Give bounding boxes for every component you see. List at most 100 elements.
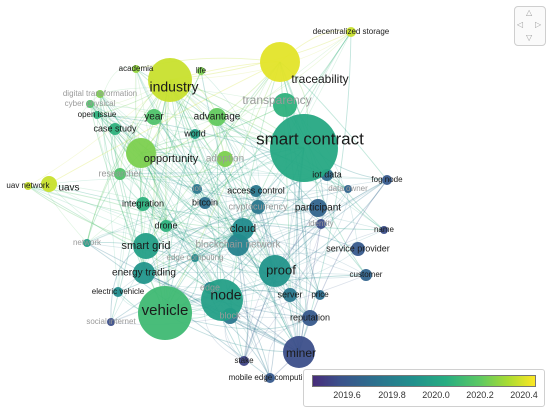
pan-up-icon[interactable]: △ (526, 8, 533, 17)
keyword-label[interactable]: world (183, 128, 206, 138)
keyword-node[interactable] (197, 67, 205, 75)
keyword-label[interactable]: name (374, 225, 395, 234)
pan-down-icon[interactable]: ▽ (526, 33, 533, 42)
keyword-label[interactable]: vehicle (142, 302, 189, 319)
keyword-label[interactable]: year (144, 112, 164, 123)
keyword-node[interactable] (146, 109, 162, 125)
keyword-node[interactable] (260, 42, 300, 82)
keyword-label[interactable]: decentralized storage (313, 27, 390, 36)
keyword-node[interactable] (283, 288, 297, 302)
keyword-label[interactable]: cryptocurrency (228, 201, 288, 211)
keyword-label[interactable]: fog node (371, 175, 403, 184)
keyword-label[interactable]: opportunity (144, 153, 199, 165)
keyword-node[interactable] (251, 200, 265, 214)
keyword-label[interactable]: drone (154, 220, 177, 230)
keyword-node[interactable] (283, 336, 315, 368)
keyword-node[interactable] (93, 111, 101, 119)
keyword-label[interactable]: reputation (290, 312, 330, 322)
keyword-node[interactable] (24, 182, 32, 190)
keyword-label[interactable]: researcher (98, 168, 141, 178)
keyword-node[interactable] (273, 93, 297, 117)
keyword-label[interactable]: service provider (326, 243, 390, 253)
keyword-node[interactable] (191, 254, 199, 262)
keyword-node[interactable] (208, 108, 226, 126)
keyword-node[interactable] (239, 356, 249, 366)
keyword-label[interactable]: smart contract (256, 129, 364, 148)
keyword-label[interactable]: uavs (58, 183, 79, 194)
keyword-node[interactable] (133, 262, 155, 284)
keyword-label[interactable]: smart grid (122, 240, 171, 252)
keyword-label[interactable]: iot data (312, 169, 342, 179)
pan-zoom-control[interactable]: △ ◁ ▷ ▽ (514, 6, 546, 46)
keyword-node[interactable] (83, 239, 91, 247)
keyword-label[interactable]: energy trading (112, 268, 176, 279)
keyword-node[interactable] (126, 138, 156, 168)
keyword-label[interactable]: node (210, 287, 241, 303)
keyword-node[interactable] (217, 151, 233, 167)
keyword-label[interactable]: electric vehicle (92, 287, 145, 296)
keyword-node[interactable] (270, 114, 338, 182)
keyword-node[interactable] (199, 197, 211, 209)
keyword-node[interactable] (107, 318, 115, 326)
keyword-node[interactable] (344, 185, 352, 193)
keyword-node[interactable] (259, 255, 291, 287)
keyword-node[interactable] (302, 310, 318, 326)
keyword-label[interactable]: iot (193, 184, 202, 193)
keyword-label[interactable]: transparency (242, 93, 311, 107)
keyword-label[interactable]: academia (119, 64, 154, 73)
keyword-label[interactable]: edge (200, 282, 220, 292)
keyword-node[interactable] (192, 184, 202, 194)
keyword-label[interactable]: customer (350, 270, 383, 279)
keyword-label[interactable]: access control (227, 185, 285, 195)
keyword-label[interactable]: open issue (78, 110, 117, 119)
keyword-node[interactable] (138, 286, 192, 340)
keyword-label[interactable]: network (73, 238, 102, 247)
pan-left-icon[interactable]: ◁ (517, 20, 524, 29)
keyword-node[interactable] (380, 226, 388, 234)
keyword-node[interactable] (315, 290, 325, 300)
keyword-label[interactable]: mobile edge computing (229, 373, 312, 382)
keyword-label[interactable]: social internet (86, 317, 136, 326)
keyword-node[interactable] (201, 279, 243, 321)
keyword-label[interactable]: cloud (230, 223, 256, 235)
keyword-label[interactable]: cyber physical (65, 99, 116, 108)
keyword-node[interactable] (232, 218, 254, 240)
keyword-label[interactable]: proof (266, 262, 296, 277)
keyword-node[interactable] (113, 287, 123, 297)
keyword-label[interactable]: digital transformation (63, 89, 137, 98)
keyword-node[interactable] (316, 219, 326, 229)
keyword-node[interactable] (132, 65, 140, 73)
keyword-node[interactable] (114, 168, 126, 180)
keyword-label[interactable]: adoption (206, 154, 244, 165)
keyword-label[interactable]: advantage (194, 112, 241, 123)
keyword-label[interactable]: data owner (328, 184, 368, 193)
keyword-label[interactable]: stake (234, 356, 254, 365)
keyword-label[interactable]: uav network (6, 181, 50, 190)
keyword-node[interactable] (265, 373, 275, 383)
keyword-node[interactable] (382, 175, 392, 185)
keyword-node[interactable] (133, 233, 159, 259)
keyword-label[interactable]: bitcoin (192, 197, 218, 207)
keyword-node[interactable] (136, 197, 150, 211)
keyword-node[interactable] (309, 199, 327, 217)
keyword-node[interactable] (109, 123, 121, 135)
keyword-node[interactable] (351, 242, 365, 256)
keyword-node[interactable] (160, 220, 172, 232)
keyword-node[interactable] (346, 27, 356, 37)
keyword-label[interactable]: integration (122, 198, 164, 208)
keyword-node[interactable] (148, 58, 192, 102)
keyword-node[interactable] (41, 176, 57, 192)
keyword-label[interactable]: traceability (291, 72, 348, 86)
keyword-label[interactable]: life (196, 66, 207, 75)
keyword-node[interactable] (86, 100, 94, 108)
keyword-label[interactable]: server (277, 289, 302, 299)
keyword-label[interactable]: case study (93, 123, 137, 133)
keyword-node[interactable] (250, 185, 262, 197)
keyword-label[interactable]: block (219, 310, 241, 320)
keyword-label[interactable]: price (311, 290, 329, 299)
keyword-node[interactable] (96, 90, 104, 98)
keyword-label[interactable]: edge computing (167, 253, 224, 262)
keyword-label[interactable]: miner (286, 346, 316, 360)
pan-right-icon[interactable]: ▷ (535, 20, 542, 29)
